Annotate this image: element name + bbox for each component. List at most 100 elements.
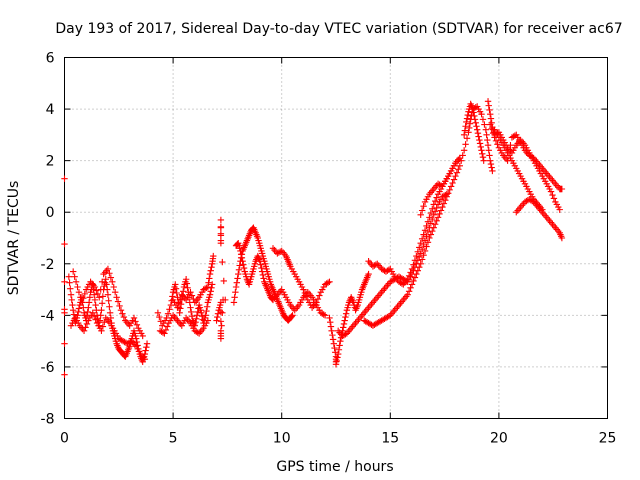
y-tick-label: -4 xyxy=(41,308,55,324)
data-point xyxy=(414,267,422,274)
data-point xyxy=(455,166,462,173)
data-point xyxy=(430,224,437,231)
data-point xyxy=(107,274,115,281)
data-point xyxy=(94,290,102,298)
data-point xyxy=(239,258,246,265)
data-point xyxy=(321,312,329,319)
data-point xyxy=(75,308,82,316)
data-point xyxy=(485,147,492,154)
data-point xyxy=(194,329,201,336)
data-point xyxy=(481,121,488,128)
data-point xyxy=(433,217,440,225)
data-point xyxy=(436,210,443,218)
data-point xyxy=(72,278,80,286)
data-point xyxy=(61,175,68,182)
data-point xyxy=(484,98,492,105)
data-point xyxy=(341,317,348,324)
data-point xyxy=(424,218,432,225)
data-point xyxy=(449,179,456,187)
data-point xyxy=(258,264,265,272)
data-point xyxy=(217,216,225,224)
data-point xyxy=(324,279,332,286)
data-point xyxy=(474,129,482,137)
data-point xyxy=(98,300,106,307)
data-point xyxy=(91,296,99,304)
data-point xyxy=(487,121,494,128)
data-point xyxy=(303,293,310,300)
data-point xyxy=(106,309,114,316)
data-point xyxy=(477,143,484,151)
data-point xyxy=(214,313,221,321)
data-point xyxy=(220,277,227,285)
data-point xyxy=(66,279,73,286)
data-point xyxy=(333,357,340,365)
data-point xyxy=(238,254,246,261)
data-point xyxy=(234,275,241,282)
series-track-p xyxy=(460,100,487,164)
data-point xyxy=(439,203,446,211)
data-point xyxy=(82,324,89,331)
data-point xyxy=(483,131,490,139)
data-point xyxy=(188,313,196,320)
data-point xyxy=(479,154,487,161)
y-tick-label: -8 xyxy=(41,412,55,428)
data-point xyxy=(237,251,245,258)
series-track-f xyxy=(169,252,217,311)
data-point xyxy=(461,127,469,134)
data-point xyxy=(206,275,213,282)
data-point xyxy=(232,288,239,296)
data-point xyxy=(417,239,424,247)
data-point xyxy=(188,292,196,299)
data-point xyxy=(193,312,201,319)
series-isolated-mid xyxy=(217,216,229,304)
data-point xyxy=(217,318,225,325)
data-point xyxy=(156,313,163,321)
data-point xyxy=(104,291,112,298)
x-tick-label: 15 xyxy=(381,431,399,447)
data-point xyxy=(198,309,205,316)
data-point xyxy=(139,332,146,340)
data-point xyxy=(420,251,427,259)
data-point xyxy=(85,304,92,311)
data-point xyxy=(222,296,229,304)
data-point xyxy=(413,252,420,260)
data-point xyxy=(489,129,497,137)
data-point xyxy=(93,287,100,294)
data-point xyxy=(427,231,435,238)
data-point xyxy=(327,323,335,330)
data-point xyxy=(420,202,427,210)
series-track-b xyxy=(69,265,146,340)
data-point xyxy=(494,141,501,148)
y-tick-label: 4 xyxy=(46,102,55,118)
data-point xyxy=(418,235,426,243)
data-point xyxy=(104,265,112,273)
data-point xyxy=(277,248,284,255)
data-point xyxy=(334,350,342,358)
data-point xyxy=(203,307,210,315)
data-point xyxy=(132,318,139,325)
data-point xyxy=(187,304,194,311)
data-point xyxy=(183,280,191,287)
data-point xyxy=(480,157,487,164)
data-point xyxy=(143,340,151,347)
data-point xyxy=(203,284,210,292)
data-point xyxy=(176,309,183,316)
data-point xyxy=(217,224,225,231)
data-point xyxy=(326,314,333,322)
data-point xyxy=(92,301,99,309)
data-point xyxy=(423,243,430,250)
data-point xyxy=(475,133,482,140)
data-point xyxy=(447,183,455,190)
data-point xyxy=(336,342,343,349)
data-point xyxy=(89,309,96,316)
data-point xyxy=(487,157,494,164)
data-point xyxy=(446,186,453,194)
data-point xyxy=(206,270,214,278)
data-point xyxy=(177,305,184,312)
data-point xyxy=(421,227,429,234)
data-point xyxy=(162,326,170,334)
data-point xyxy=(398,280,406,287)
data-point xyxy=(558,185,566,193)
data-point xyxy=(462,141,469,148)
data-point xyxy=(208,264,215,271)
